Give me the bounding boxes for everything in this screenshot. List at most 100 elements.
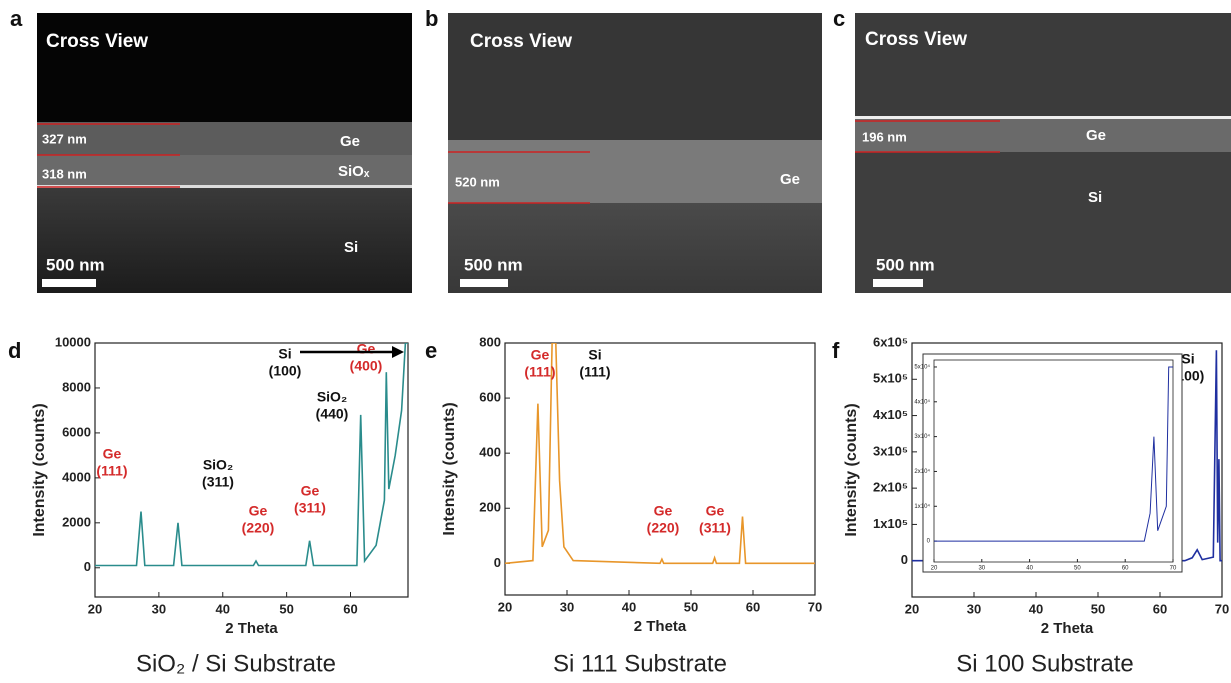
layer-label: Si xyxy=(344,239,358,256)
y-tick-label: 4000 xyxy=(62,469,91,484)
x-tick-label: 60 xyxy=(343,601,357,616)
x-tick-label: 30 xyxy=(978,566,985,572)
scale-label: 500 nm xyxy=(464,255,523,274)
peak-label: Ge xyxy=(654,503,673,519)
layer-label: Ge xyxy=(780,171,800,188)
x-tick-label: 20 xyxy=(905,601,919,616)
peak-label: (311) xyxy=(294,500,326,516)
y-axis-label: Intensity (counts) xyxy=(441,402,458,535)
y-tick-label: 1x10⁵ xyxy=(873,516,908,531)
peak-label: Ge xyxy=(103,446,122,462)
y-axis-label: Intensity (counts) xyxy=(843,403,860,536)
inset-frame xyxy=(923,354,1182,572)
sem-panel-a: a Cross View 327 nm 318 nm Ge SiOₓ Si 50… xyxy=(10,6,412,293)
sem-title: Cross View xyxy=(470,31,572,52)
x-axis-label: 2 Theta xyxy=(634,618,687,635)
scale-label: 500 nm xyxy=(46,255,105,274)
panel-label: a xyxy=(10,6,23,31)
y-tick-label: 0 xyxy=(901,552,908,567)
peak-label: (100) xyxy=(269,363,302,379)
caption: Si 100 Substrate xyxy=(956,650,1133,677)
peak-label: (311) xyxy=(202,474,234,490)
y-tick-label: 2000 xyxy=(62,514,91,529)
x-tick-label: 40 xyxy=(1026,566,1033,572)
peak-label: Ge xyxy=(531,347,550,363)
panel-label: f xyxy=(832,338,840,363)
y-tick-label: 400 xyxy=(479,445,501,460)
peak-label: Si xyxy=(278,346,291,362)
y-tick-label: 10000 xyxy=(55,334,91,349)
y-tick-label: 1x10⁴ xyxy=(914,503,930,510)
peak-label: (400) xyxy=(350,358,383,374)
y-axis-label: Intensity (counts) xyxy=(31,403,48,536)
x-axis-label: 2 Theta xyxy=(1041,620,1094,637)
chart: 20304050607002004006008002 ThetaIntensit… xyxy=(425,334,822,635)
y-tick-label: 2x10⁵ xyxy=(873,480,908,495)
scale-label: 500 nm xyxy=(876,255,935,274)
x-tick-label: 60 xyxy=(1153,601,1167,616)
y-tick-label: 5x10⁵ xyxy=(873,371,908,386)
panel-label: c xyxy=(833,6,845,31)
y-tick-label: 2x10⁴ xyxy=(914,468,930,475)
arrow-head xyxy=(392,346,404,358)
y-tick-label: 6000 xyxy=(62,424,91,439)
layer-label: Ge xyxy=(1086,127,1106,144)
y-tick-label: 4x10⁴ xyxy=(914,398,930,405)
thickness-label: 196 nm xyxy=(862,129,907,144)
x-tick-label: 40 xyxy=(622,599,636,614)
x-tick-label: 50 xyxy=(279,601,293,616)
x-tick-label: 60 xyxy=(1122,566,1129,572)
y-tick-label: 0 xyxy=(494,555,501,570)
x-tick-label: 30 xyxy=(560,599,574,614)
peak-label: Ge xyxy=(301,483,320,499)
thickness-label: 327 nm xyxy=(42,131,87,146)
peak-label: Ge xyxy=(249,503,268,519)
sem-panel-b: b Cross View 520 nm Ge 500 nm xyxy=(425,6,822,293)
caption: Si 111 Substrate xyxy=(553,650,727,677)
layer-label: Ge xyxy=(340,133,360,150)
x-tick-label: 70 xyxy=(1215,601,1229,616)
x-tick-label: 30 xyxy=(967,601,981,616)
x-tick-label: 30 xyxy=(152,601,166,616)
peak-label: SiO₂ xyxy=(317,389,347,405)
layer-label: SiOₓ xyxy=(338,163,370,180)
y-tick-label: 4x10⁵ xyxy=(873,407,908,422)
y-tick-label: 8000 xyxy=(62,379,91,394)
x-tick-label: 60 xyxy=(746,599,760,614)
peak-label: (220) xyxy=(242,520,275,536)
plot-frame xyxy=(95,343,408,597)
sem-panel-c: c Cross View 196 nm Ge Si 500 nm xyxy=(833,6,1231,293)
peak-label: (220) xyxy=(647,520,680,536)
y-tick-label: 200 xyxy=(479,500,501,515)
figure: a Cross View 327 nm 318 nm Ge SiOₓ Si 50… xyxy=(0,0,1231,683)
x-tick-label: 50 xyxy=(1091,601,1105,616)
peak-label: (311) xyxy=(699,520,731,536)
x-tick-label: 70 xyxy=(808,599,822,614)
thickness-label: 520 nm xyxy=(455,174,500,189)
layer-label: Si xyxy=(1088,189,1102,206)
peak-label: Ge xyxy=(706,503,725,519)
x-tick-label: 20 xyxy=(88,601,102,616)
x-tick-label: 70 xyxy=(1170,566,1177,572)
y-tick-label: 3x10⁵ xyxy=(873,443,908,458)
y-tick-label: 0 xyxy=(84,559,91,574)
y-tick-label: 600 xyxy=(479,390,501,405)
peak-label: (440) xyxy=(316,406,349,422)
peak-label: Si xyxy=(1181,351,1194,367)
panel-label: d xyxy=(8,338,21,363)
panel-label: b xyxy=(425,6,438,31)
thickness-label: 318 nm xyxy=(42,166,87,181)
peak-label: (111) xyxy=(579,364,610,380)
x-tick-label: 20 xyxy=(931,566,938,572)
x-tick-label: 50 xyxy=(684,599,698,614)
x-tick-label: 20 xyxy=(498,599,512,614)
x-tick-label: 40 xyxy=(1029,601,1043,616)
sem-title: Cross View xyxy=(46,31,148,52)
peak-label: (111) xyxy=(96,463,127,479)
x-tick-label: 50 xyxy=(1074,566,1081,572)
peak-label: Ge xyxy=(357,341,376,357)
y-tick-label: 6x10⁵ xyxy=(873,334,908,349)
peak-label: Si xyxy=(588,347,601,363)
